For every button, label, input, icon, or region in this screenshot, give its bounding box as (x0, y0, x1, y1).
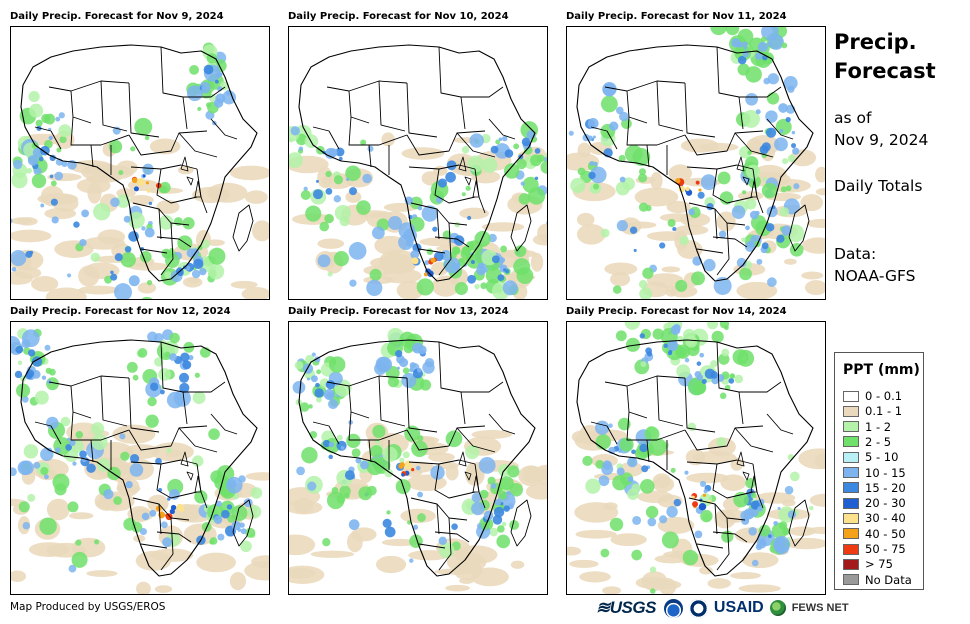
panel-title: Daily Precip. Forecast for Nov 14, 2024 (566, 306, 787, 317)
country-borders (576, 44, 814, 282)
legend-swatch (843, 451, 859, 463)
country-borders (20, 44, 258, 282)
precip-map (566, 321, 826, 595)
legend-swatch (843, 528, 859, 540)
panel-title: Daily Precip. Forecast for Nov 9, 2024 (10, 11, 224, 22)
panel-title: Daily Precip. Forecast for Nov 12, 2024 (10, 306, 231, 317)
legend-label: 40 - 50 (865, 526, 906, 541)
legend-item: 15 - 20 (843, 481, 906, 495)
as-of-block: as of Nov 9, 2024 (834, 107, 928, 151)
legend-label: 1 - 2 (865, 419, 892, 434)
country-borders (298, 44, 536, 282)
legend-item: 1 - 2 (843, 420, 891, 434)
precip-map (10, 321, 270, 595)
precip-shading (567, 27, 825, 299)
legend-item: 50 - 75 (843, 542, 906, 556)
legend-item: 2 - 5 (843, 435, 891, 449)
panel-title: Daily Precip. Forecast for Nov 11, 2024 (566, 11, 787, 22)
panel-title: Daily Precip. Forecast for Nov 13, 2024 (288, 306, 509, 317)
precip-shading (567, 322, 825, 594)
as-of-date: Nov 9, 2024 (834, 131, 929, 149)
forecast-title: Precip. Forecast (834, 28, 936, 86)
country-borders (576, 339, 814, 577)
data-label: Data: (834, 245, 877, 263)
usaid-logo: USAID (713, 599, 764, 616)
legend-title: PPT (mm) (843, 362, 920, 378)
legend-swatch (843, 482, 859, 494)
legend-item: > 75 (843, 557, 893, 571)
agency-logos: ≋USGS USAID FEWS NET (596, 597, 849, 619)
daily-totals-label: Daily Totals (834, 177, 923, 195)
legend-label: 30 - 40 (865, 511, 906, 526)
legend-swatch (843, 497, 859, 509)
country-borders (20, 339, 258, 577)
legend-swatch (843, 512, 859, 524)
fews-net-logo: FEWS NET (791, 602, 849, 614)
legend-label: No Data (865, 572, 912, 587)
legend-swatch (843, 405, 859, 417)
fews-globe-icon (769, 600, 786, 616)
as-of-label: as of (834, 109, 872, 127)
legend-swatch (843, 467, 859, 478)
usaid-seal-icon (688, 598, 708, 618)
legend-swatch (843, 574, 859, 586)
legend-item: 20 - 30 (843, 496, 906, 510)
legend-item: 0 - 0.1 (843, 389, 902, 403)
legend-item: 5 - 10 (843, 450, 898, 464)
title-line-1: Precip. (834, 30, 917, 54)
legend-label: 2 - 5 (865, 434, 892, 449)
legend-label: 0 - 0.1 (865, 389, 903, 403)
legend-swatch (843, 436, 859, 448)
legend-label: 15 - 20 (865, 480, 906, 495)
precip-shading (11, 328, 269, 594)
legend-item: No Data (843, 573, 912, 587)
panel-title: Daily Precip. Forecast for Nov 10, 2024 (288, 11, 509, 22)
precip-map (288, 321, 548, 595)
legend-label: 50 - 75 (865, 542, 906, 556)
legend-swatch (843, 543, 859, 555)
precip-map (566, 26, 826, 300)
data-source: NOAA-GFS (834, 267, 916, 285)
legend-label: 20 - 30 (865, 496, 906, 511)
data-source-block: Data: NOAA-GFS (834, 243, 915, 287)
precip-shading (289, 121, 547, 299)
usgs-logo: ≋USGS (596, 598, 656, 617)
legend-item: 0.1 - 1 (843, 404, 902, 418)
precip-map (10, 26, 270, 300)
legend-swatch (843, 558, 859, 570)
legend-item: 10 - 15 (843, 466, 906, 480)
precip-map (288, 26, 548, 300)
legend-item: 30 - 40 (843, 511, 906, 525)
legend-swatch (843, 390, 859, 402)
legend-label: 0.1 - 1 (865, 404, 903, 419)
title-line-2: Forecast (834, 59, 936, 83)
legend-item: 40 - 50 (843, 527, 906, 541)
legend-label: 10 - 15 (865, 465, 906, 480)
precip-shading (11, 42, 269, 299)
noaa-logo-icon (663, 598, 683, 618)
legend-label: 5 - 10 (865, 450, 899, 465)
legend-label: > 75 (865, 557, 893, 572)
country-borders (298, 339, 536, 577)
precip-shading (289, 327, 547, 592)
legend-swatch (843, 421, 859, 433)
map-credit: Map Produced by USGS/EROS (10, 601, 166, 613)
